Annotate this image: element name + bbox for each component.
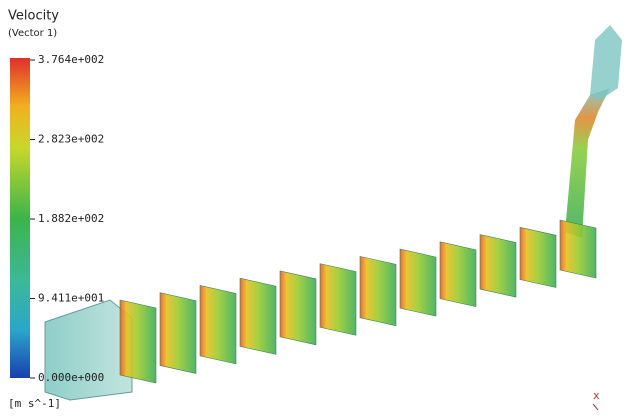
channel-block (320, 264, 356, 336)
axis-triad (593, 404, 598, 410)
inlet (45, 300, 132, 400)
channel-block (560, 220, 596, 278)
channel-block (400, 249, 436, 316)
channel-block (120, 300, 156, 383)
colorbar-label: 9.411e+001 (38, 292, 104, 305)
channel-block (200, 285, 236, 363)
channel-block (240, 278, 276, 354)
legend-title: Velocity (8, 9, 59, 24)
channel-block (280, 271, 316, 345)
viewport: Velocity (Vector 1) [m s^-1] x 3.764e+00… (0, 0, 627, 417)
colorbar-label: 2.823e+002 (38, 133, 104, 146)
channel-block (520, 227, 556, 287)
channel-block (360, 256, 396, 325)
outlet-tube (565, 88, 610, 238)
channel-block (480, 235, 516, 298)
scene: Velocity (Vector 1) [m s^-1] x 3.764e+00… (0, 0, 627, 417)
axis-label: x (593, 389, 600, 402)
colorbar (10, 58, 30, 378)
colorbar-label: 3.764e+002 (38, 53, 104, 66)
channel-block (440, 242, 476, 307)
outlet-fan (590, 25, 622, 100)
legend-unit: [m s^-1] (8, 397, 61, 410)
legend-subtitle: (Vector 1) (8, 28, 57, 39)
colorbar-label: 0.000e+000 (38, 371, 104, 384)
colorbar-label: 1.882e+002 (38, 212, 104, 225)
channel-block (160, 293, 196, 374)
